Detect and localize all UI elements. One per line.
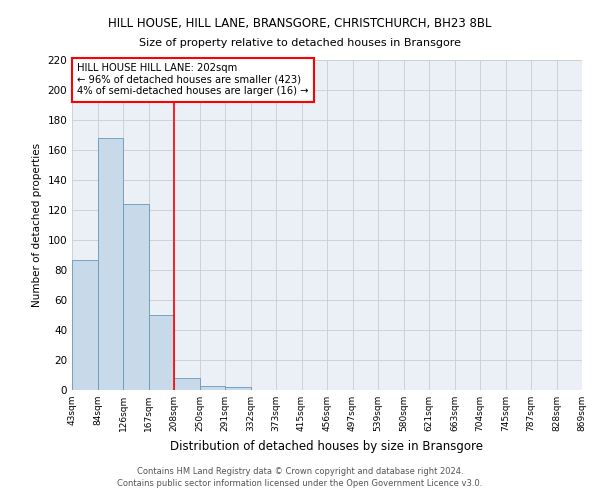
Bar [174,378,199,390]
Text: Contains HM Land Registry data © Crown copyright and database right 2024.: Contains HM Land Registry data © Crown c… [137,467,463,476]
Bar [72,260,97,390]
X-axis label: Distribution of detached houses by size in Bransgore: Distribution of detached houses by size … [170,440,484,452]
Y-axis label: Number of detached properties: Number of detached properties [32,143,42,307]
Bar [225,387,251,390]
Text: Size of property relative to detached houses in Bransgore: Size of property relative to detached ho… [139,38,461,48]
Bar [199,386,225,390]
Text: HILL HOUSE HILL LANE: 202sqm
← 96% of detached houses are smaller (423)
4% of se: HILL HOUSE HILL LANE: 202sqm ← 96% of de… [77,64,308,96]
Text: Contains public sector information licensed under the Open Government Licence v3: Contains public sector information licen… [118,478,482,488]
Bar [97,138,123,390]
Text: HILL HOUSE, HILL LANE, BRANSGORE, CHRISTCHURCH, BH23 8BL: HILL HOUSE, HILL LANE, BRANSGORE, CHRIST… [108,18,492,30]
Bar [123,204,149,390]
Bar [149,315,174,390]
